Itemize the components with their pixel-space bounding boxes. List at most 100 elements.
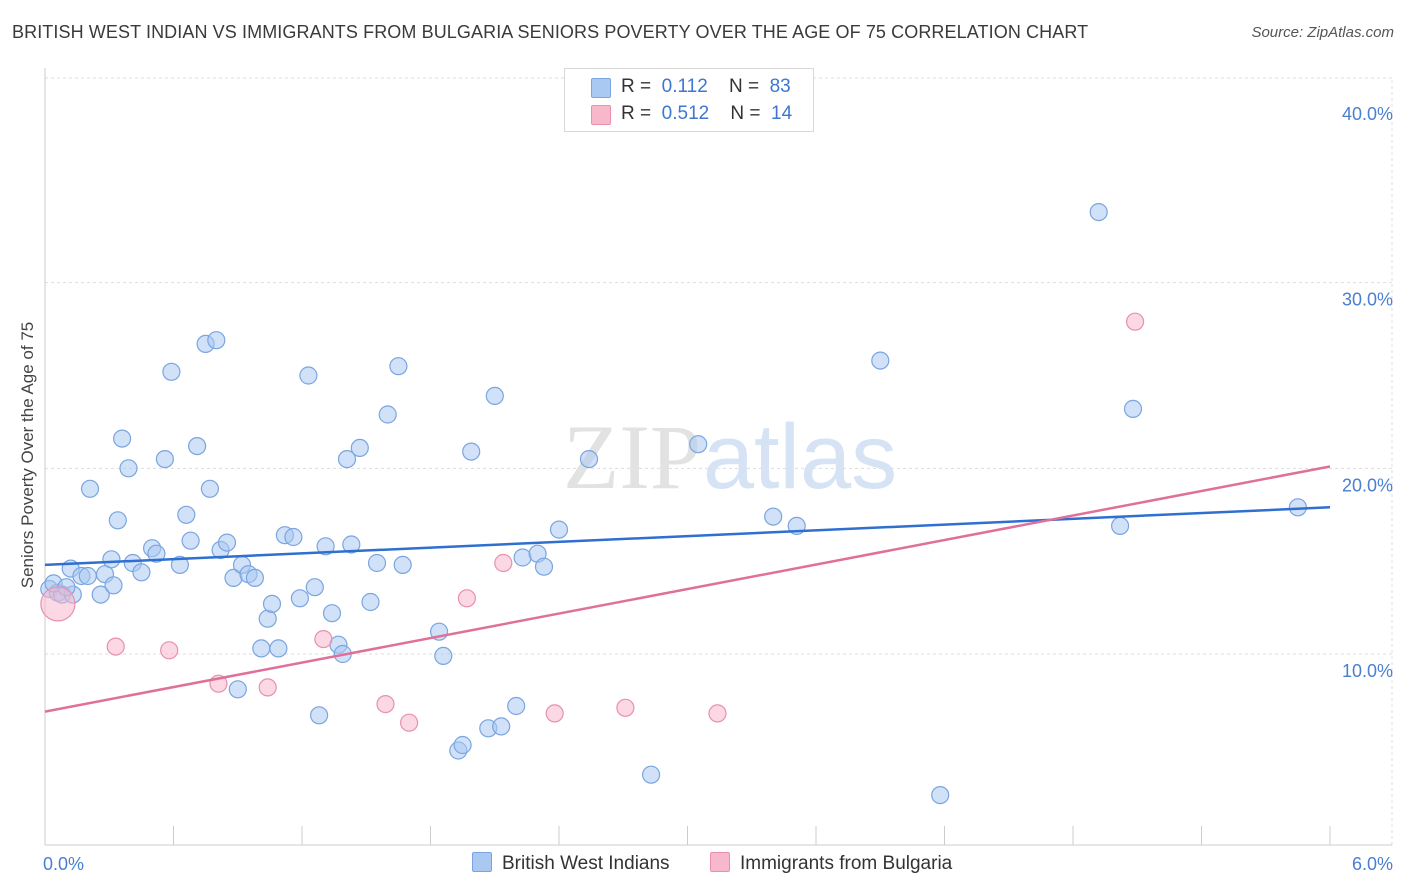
- data-point: [299, 366, 318, 385]
- data-point: [316, 537, 335, 556]
- data-point: [507, 696, 526, 716]
- data-point: [252, 639, 271, 658]
- data-point: [457, 589, 476, 608]
- data-point: [462, 442, 481, 461]
- stats-legend: R = 0.112 N = 83 R = 0.512 N = 14: [564, 68, 814, 132]
- data-point: [361, 592, 380, 612]
- data-point: [322, 604, 342, 623]
- x-tick-label-min: 0.0%: [43, 854, 84, 874]
- x-tick-label-max: 6.0%: [1352, 854, 1393, 874]
- data-point: [106, 637, 125, 656]
- data-point: [579, 450, 599, 469]
- data-point: [132, 563, 151, 582]
- data-point: [188, 437, 207, 456]
- data-point: [337, 450, 357, 469]
- data-point: [305, 578, 324, 597]
- data-point: [108, 511, 127, 530]
- data-point: [1089, 203, 1108, 222]
- data-point: [871, 351, 890, 370]
- data-point: [1123, 399, 1143, 418]
- data-point: [310, 706, 329, 725]
- data-point: [342, 535, 361, 554]
- trend-line: [44, 506, 1331, 567]
- legend-swatch-blue: [472, 852, 492, 872]
- data-point: [1125, 312, 1145, 331]
- series-immigrants-from-bulgaria: [40, 312, 1145, 732]
- data-point: [228, 680, 247, 699]
- legend-item-immigrants-from-bulgaria: Immigrants from Bulgaria: [710, 852, 952, 875]
- data-point: [400, 713, 419, 732]
- data-point: [245, 568, 264, 588]
- legend-r-label: R =: [621, 103, 652, 124]
- legend-swatch-blue: [591, 78, 611, 98]
- data-point: [367, 553, 387, 573]
- legend-label: Immigrants from Bulgaria: [740, 853, 953, 874]
- data-point: [91, 585, 110, 604]
- legend-r-label: R =: [621, 76, 652, 97]
- data-point: [78, 566, 97, 586]
- data-point: [534, 557, 554, 576]
- data-point: [80, 479, 100, 498]
- axes: [44, 68, 1392, 846]
- data-point: [207, 331, 226, 350]
- tick-labels: 10.0% 20.0% 30.0% 40.0% 0.0% 6.0%: [43, 104, 1393, 874]
- data-point: [389, 357, 408, 376]
- data-point: [378, 405, 397, 424]
- data-point: [314, 629, 333, 649]
- data-point: [104, 576, 123, 595]
- legend-r-value: 0.512: [661, 103, 710, 124]
- series-british-west-indians: [40, 203, 1308, 805]
- legend-n-value: 83: [769, 76, 791, 97]
- data-point: [494, 553, 513, 573]
- data-point: [616, 698, 635, 717]
- legend-r-value: 0.112: [661, 76, 708, 97]
- watermark-atlas: atlas: [703, 406, 897, 508]
- data-point: [269, 639, 288, 658]
- y-tick-label: 30.0%: [1342, 290, 1393, 310]
- y-tick-label: 40.0%: [1342, 104, 1393, 124]
- trend-lines: [44, 465, 1331, 713]
- data-point: [545, 704, 564, 723]
- legend-n-label: N =: [728, 76, 760, 97]
- data-point: [155, 450, 174, 469]
- data-point: [393, 555, 412, 575]
- watermark: ZIP atlas: [563, 406, 897, 508]
- data-point: [708, 704, 727, 723]
- data-point: [40, 586, 76, 622]
- data-point: [453, 735, 472, 755]
- data-point: [549, 520, 569, 539]
- legend-swatch-pink: [591, 105, 611, 125]
- source-label: Source: ZipAtlas.com: [1251, 24, 1394, 41]
- legend-n-value: 14: [771, 103, 793, 124]
- data-point: [1110, 516, 1130, 536]
- data-point: [170, 555, 189, 575]
- data-point: [350, 438, 369, 457]
- legend-swatch-pink: [710, 852, 730, 872]
- data-point: [217, 533, 237, 552]
- legend-item-british-west-indians: British West Indians: [472, 852, 670, 875]
- y-axis-label: Seniors Poverty Over the Age of 75: [18, 322, 37, 588]
- data-point: [181, 531, 200, 550]
- y-tick-label: 10.0%: [1342, 661, 1393, 681]
- data-point: [764, 507, 783, 526]
- data-point: [177, 505, 196, 524]
- data-point: [160, 641, 179, 660]
- data-point: [284, 527, 303, 547]
- data-point: [931, 785, 950, 805]
- legend-label: British West Indians: [502, 853, 670, 874]
- trend-line: [44, 465, 1331, 713]
- data-point: [434, 646, 453, 666]
- data-point: [102, 550, 121, 569]
- data-point: [376, 694, 395, 714]
- data-point: [485, 386, 504, 405]
- data-point: [641, 765, 661, 784]
- y-tick-label: 20.0%: [1342, 475, 1393, 495]
- data-point: [147, 544, 166, 563]
- data-point: [200, 479, 219, 498]
- data-point: [258, 678, 277, 697]
- grid-lines: [45, 77, 1393, 845]
- data-point: [689, 435, 708, 454]
- data-point: [119, 459, 138, 478]
- data-point: [112, 429, 132, 448]
